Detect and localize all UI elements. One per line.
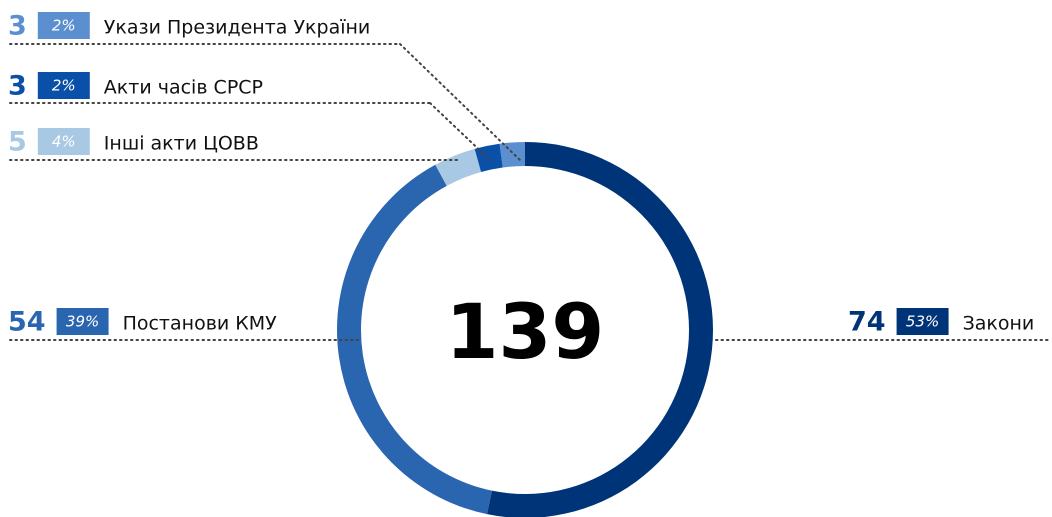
share-box bbox=[37, 128, 90, 155]
category-label: Інші акти ЦОВВ bbox=[104, 133, 259, 155]
share-label: 2% bbox=[52, 17, 76, 35]
total: 139 bbox=[446, 287, 605, 376]
share-label: 2% bbox=[52, 77, 76, 95]
category-label: Постанови КМУ bbox=[123, 313, 278, 335]
share-label: 53% bbox=[906, 313, 939, 331]
share-box bbox=[56, 308, 109, 335]
donut-segment bbox=[474, 143, 503, 172]
value-label: 3 bbox=[8, 11, 27, 42]
share-label: 39% bbox=[66, 313, 99, 331]
category-label: Закони bbox=[963, 313, 1035, 335]
value-label: 3 bbox=[8, 71, 27, 102]
share-box bbox=[37, 12, 90, 39]
leader-line bbox=[399, 43, 521, 161]
share-box bbox=[37, 72, 90, 99]
donut-segment bbox=[435, 148, 482, 186]
donut-segment bbox=[337, 164, 492, 515]
category-label: Укази Президента України bbox=[104, 17, 370, 39]
share-box bbox=[896, 308, 949, 335]
donut-segment bbox=[499, 142, 525, 168]
category-label: Акти часів СРСР bbox=[104, 77, 263, 99]
value-label: 74 bbox=[848, 307, 886, 338]
value-label: 5 bbox=[8, 127, 27, 158]
value-label: 54 bbox=[8, 307, 46, 338]
share-label: 4% bbox=[52, 133, 76, 151]
